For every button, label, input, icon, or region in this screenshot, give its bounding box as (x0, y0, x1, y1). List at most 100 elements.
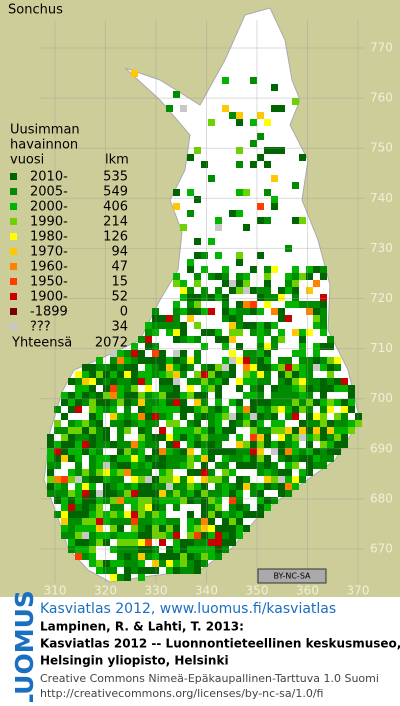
observation-cell (208, 518, 215, 525)
observation-cell (327, 406, 334, 413)
observation-cell (75, 441, 82, 448)
observation-cell (96, 560, 103, 567)
observation-cell (187, 546, 194, 553)
observation-cell (299, 364, 306, 371)
observation-cell (110, 378, 117, 385)
observation-cell (75, 546, 82, 553)
observation-cell (194, 427, 201, 434)
observation-cell (299, 434, 306, 441)
observation-cell (292, 427, 299, 434)
observation-cell (89, 469, 96, 476)
observation-cell (180, 392, 187, 399)
observation-cell (292, 364, 299, 371)
observation-cell (215, 427, 222, 434)
observation-cell (68, 399, 75, 406)
observation-cell (173, 532, 180, 539)
observation-cell (194, 413, 201, 420)
observation-cell (194, 434, 201, 441)
observation-cell (152, 441, 159, 448)
observation-cell (124, 497, 131, 504)
observation-cell (327, 343, 334, 350)
observation-cell (145, 357, 152, 364)
legend-column: vuosi (10, 153, 44, 168)
observation-cell (243, 224, 250, 231)
observation-cell (96, 567, 103, 574)
observation-cell (180, 336, 187, 343)
observation-cell (201, 287, 208, 294)
observation-cell (138, 567, 145, 574)
observation-cell (264, 280, 271, 287)
observation-cell (96, 497, 103, 504)
observation-cell (229, 315, 236, 322)
observation-cell (117, 490, 124, 497)
observation-cell (47, 441, 54, 448)
observation-cell (292, 385, 299, 392)
observation-cell (103, 455, 110, 462)
observation-cell (138, 448, 145, 455)
observation-cell (180, 105, 187, 112)
observation-cell (229, 308, 236, 315)
observation-cell (117, 539, 124, 546)
observation-cell (327, 378, 334, 385)
observation-cell (96, 518, 103, 525)
observation-cell (180, 483, 187, 490)
observation-cell (103, 378, 110, 385)
observation-cell (327, 448, 334, 455)
observation-cell (138, 490, 145, 497)
observation-cell (117, 350, 124, 357)
observation-cell (145, 378, 152, 385)
observation-cell (159, 322, 166, 329)
observation-cell (236, 518, 243, 525)
observation-cell (243, 357, 250, 364)
observation-cell (313, 315, 320, 322)
observation-cell (47, 462, 54, 469)
observation-cell (236, 497, 243, 504)
observation-cell (271, 322, 278, 329)
observation-cell (355, 420, 362, 427)
observation-cell (138, 413, 145, 420)
observation-cell (145, 364, 152, 371)
observation-cell (47, 490, 54, 497)
observation-cell (264, 322, 271, 329)
observation-cell (257, 378, 264, 385)
observation-cell (334, 399, 341, 406)
observation-cell (68, 469, 75, 476)
observation-cell (243, 525, 250, 532)
observation-cell (117, 413, 124, 420)
legend-label: 1980- (30, 230, 68, 245)
observation-cell (201, 553, 208, 560)
observation-cell (243, 322, 250, 329)
observation-cell (271, 413, 278, 420)
observation-cell (299, 399, 306, 406)
observation-cell (159, 413, 166, 420)
observation-cell (222, 378, 229, 385)
observation-cell (236, 308, 243, 315)
observation-cell (187, 539, 194, 546)
observation-cell (138, 406, 145, 413)
observation-cell (299, 448, 306, 455)
observation-cell (124, 392, 131, 399)
observation-cell (250, 329, 257, 336)
observation-cell (124, 441, 131, 448)
observation-cell (124, 553, 131, 560)
y-label: 670 (370, 542, 393, 556)
observation-cell (306, 448, 313, 455)
observation-cell (159, 532, 166, 539)
observation-cell (96, 462, 103, 469)
observation-cell (131, 567, 138, 574)
observation-cell (327, 336, 334, 343)
observation-cell (250, 301, 257, 308)
observation-cell (166, 315, 173, 322)
observation-cell (145, 553, 152, 560)
observation-cell (278, 336, 285, 343)
observation-cell (173, 364, 180, 371)
observation-cell (166, 518, 173, 525)
observation-cell (320, 308, 327, 315)
observation-cell (152, 322, 159, 329)
observation-cell (215, 441, 222, 448)
observation-cell (166, 392, 173, 399)
observation-cell (341, 399, 348, 406)
observation-cell (264, 343, 271, 350)
observation-cell (334, 364, 341, 371)
